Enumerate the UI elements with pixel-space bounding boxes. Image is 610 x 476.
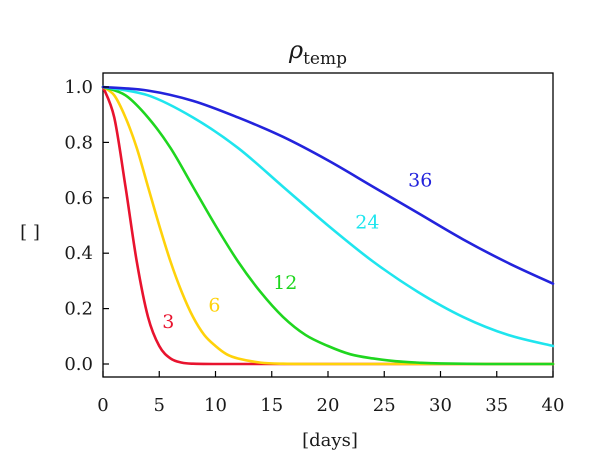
y-tick-label: 1.0: [64, 77, 93, 98]
x-tick-label: 5: [154, 395, 165, 416]
series-label-12: 12: [273, 272, 297, 294]
y-tick-label: 0.4: [64, 243, 93, 264]
x-tick-label: 10: [204, 395, 227, 416]
x-tick-label: 15: [260, 395, 283, 416]
series-layer: [101, 85, 555, 366]
series-label-6: 6: [208, 294, 220, 316]
y-tick-label: 0.2: [64, 299, 93, 320]
series-line-36: [101, 85, 555, 285]
series-line-6: [101, 85, 555, 366]
x-tick-label: 30: [429, 395, 452, 416]
chart-title: ρtemp: [288, 36, 347, 69]
y-tick-label: 0.0: [64, 354, 93, 375]
x-tick-label: 0: [97, 395, 108, 416]
series-label-36: 36: [408, 170, 432, 192]
series-label-3: 3: [162, 311, 174, 333]
x-tick-label: 35: [485, 395, 508, 416]
title-subscript: temp: [303, 49, 347, 69]
x-axis-label: [days]: [302, 430, 358, 451]
series-label-24: 24: [355, 211, 379, 233]
y-tick-label: 0.6: [64, 188, 93, 209]
axis-ticks: 0 5 10 15 20 25 30 35 40 0.0 0.2 0.4 0.6 0.8 1.0: [64, 77, 564, 416]
x-tick-label: 25: [373, 395, 396, 416]
series-line-24: [101, 85, 555, 348]
x-tick-label: 20: [317, 395, 340, 416]
y-tick-label: 0.8: [64, 132, 93, 153]
title-main: ρ: [288, 36, 303, 64]
svg-text:ρtemp: ρtemp: [288, 36, 347, 69]
series-line-12: [101, 85, 555, 366]
x-tick-label: 40: [542, 395, 565, 416]
y-axis-label: [ ]: [20, 222, 40, 243]
